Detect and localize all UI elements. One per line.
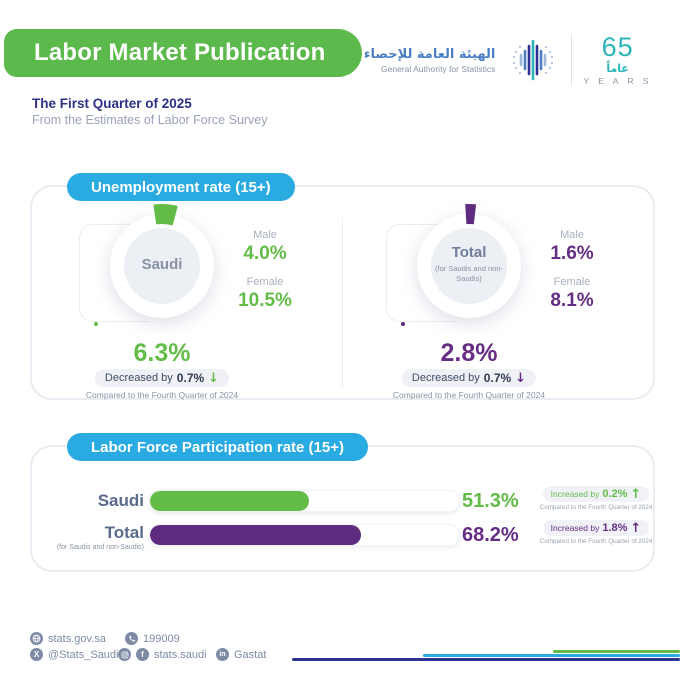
saudi-unemployment-rate: 6.3% xyxy=(133,339,191,367)
lfp-saudi-change-value: 0.2% xyxy=(602,488,628,500)
footer-website[interactable]: stats.gov.sa xyxy=(30,632,106,645)
footer-twitter-text: @Stats_Saudi xyxy=(48,648,119,661)
saudi-male-label: Male xyxy=(253,229,277,241)
decor-line-green xyxy=(553,650,680,653)
up-arrow-icon: ↑ xyxy=(630,520,642,536)
saudi-compare-note: Compared to the Fourth Quarter of 2024 xyxy=(85,390,239,400)
gastat-logo: الهيئة العامة للإحصاء General Authority … xyxy=(364,26,652,94)
lfp-total-bar-track xyxy=(149,524,460,546)
footer-social[interactable]: f stats.saudi xyxy=(118,648,207,661)
total-donut-subname: (for Saudis and non-Saudis) xyxy=(435,264,503,283)
decor-line-navy xyxy=(292,658,680,661)
saudi-donut-bracket xyxy=(79,224,149,322)
saudi-change-value: 0.7% xyxy=(176,371,205,385)
logo-divider xyxy=(571,35,573,85)
lfp-total-change-prefix: Increased by xyxy=(550,523,600,533)
report-source: From the Estimates of Labor Force Survey xyxy=(32,113,268,127)
lfp-total-bar-fill xyxy=(150,525,361,545)
decor-line-cyan xyxy=(423,654,680,657)
years-number: 65 xyxy=(601,32,634,63)
page-title: Labor Market Publication xyxy=(34,39,326,66)
footer-twitter[interactable]: X @Stats_Saudi xyxy=(30,648,119,661)
footer-phone-text: 199009 xyxy=(143,632,180,645)
total-change-pill: Decreased by 0.7% ↓ xyxy=(401,369,537,387)
card-divider xyxy=(342,217,343,387)
gastat-logo-icon xyxy=(513,39,554,81)
total-male-label: Male xyxy=(560,229,584,241)
total-unemployment-rate: 2.8% xyxy=(440,339,498,367)
total-donut-name: Total xyxy=(451,244,487,262)
lfp-total-change-value: 1.8% xyxy=(602,522,628,534)
total-unemployment-donut xyxy=(417,203,521,318)
phone-icon xyxy=(125,632,138,645)
saudi-change-prefix: Decreased by xyxy=(104,372,173,384)
saudi-donut-label: Saudi xyxy=(92,194,232,334)
footer-website-text: stats.gov.sa xyxy=(48,632,106,645)
unemployment-card: Unemployment rate (15+) Saudi Male 4.0% … xyxy=(30,173,655,400)
total-female-value: 8.1% xyxy=(550,290,594,311)
total-female-label: Female xyxy=(553,276,591,288)
instagram-icon xyxy=(118,648,131,661)
gastat-arabic-name: الهيئة العامة للإحصاء xyxy=(363,46,496,62)
saudi-donut-wedge xyxy=(153,203,178,226)
report-period: The First Quarter of 2025 xyxy=(32,96,192,111)
footer-social-text: stats.saudi xyxy=(154,648,207,661)
saudi-female-value: 10.5% xyxy=(238,290,292,311)
saudi-unemployment-donut xyxy=(110,203,214,318)
facebook-icon: f xyxy=(136,648,149,661)
participation-card-title: Labor Force Participation rate (15+) xyxy=(67,433,368,461)
total-compare-note: Compared to the Fourth Quarter of 2024 xyxy=(392,390,546,400)
total-marker-dot xyxy=(401,322,405,326)
footer-linkedin-text: Gastat xyxy=(234,648,267,661)
down-arrow-icon: ↓ xyxy=(515,370,527,386)
total-change-value: 0.7% xyxy=(483,371,512,385)
saudi-change-pill: Decreased by 0.7% ↓ xyxy=(94,369,230,387)
lfp-saudi-change: Increased by 0.2% ↑ Compared to the Four… xyxy=(537,484,655,511)
lfp-total-label: Total (for Saudis and non-Saudis) xyxy=(32,523,144,551)
lfp-saudi-label: Saudi xyxy=(32,491,144,511)
participation-card: Labor Force Participation rate (15+) Sau… xyxy=(30,433,655,572)
saudi-male-value: 4.0% xyxy=(243,243,287,264)
total-donut-bracket xyxy=(386,224,456,322)
linkedin-icon: in xyxy=(216,648,229,661)
gastat-english-name: General Authority for Statistics xyxy=(381,63,496,74)
lfp-saudi-label-text: Saudi xyxy=(97,491,144,510)
lfp-saudi-change-pill: Increased by 0.2% ↑ xyxy=(542,486,650,502)
lfp-total-change: Increased by 1.8% ↑ Compared to the Four… xyxy=(537,518,655,545)
lfp-saudi-value: 51.3% xyxy=(462,490,519,512)
globe-icon xyxy=(30,632,43,645)
x-twitter-icon: X xyxy=(30,648,43,661)
saudi-female-label: Female xyxy=(246,276,284,288)
lfp-total-compare-note: Compared to the Fourth Quarter of 2024 xyxy=(539,538,653,545)
page-title-banner: Labor Market Publication xyxy=(4,29,362,77)
lfp-saudi-bar-track xyxy=(149,490,460,512)
gastat-logo-text: الهيئة العامة للإحصاء General Authority … xyxy=(364,47,495,74)
lfp-saudi-compare-note: Compared to the Fourth Quarter of 2024 xyxy=(539,504,653,511)
up-arrow-icon: ↑ xyxy=(630,486,642,502)
total-male-value: 1.6% xyxy=(550,243,594,264)
lfp-total-value: 68.2% xyxy=(462,524,519,546)
years-arabic: عاماً xyxy=(606,62,629,76)
saudi-male-female-stats: Male 4.0% Female 10.5% xyxy=(225,229,305,323)
total-donut-wedge xyxy=(465,203,477,225)
total-change-prefix: Decreased by xyxy=(411,372,480,384)
years-label: Y E A R S xyxy=(583,76,652,87)
years-65-badge: 65 عاماً Y E A R S xyxy=(583,34,652,86)
saudi-donut-name: Saudi xyxy=(141,255,183,273)
total-donut-label: Total (for Saudis and non-Saudis) xyxy=(399,194,539,334)
down-arrow-icon: ↓ xyxy=(208,370,220,386)
lfp-saudi-change-prefix: Increased by xyxy=(550,489,600,499)
saudi-marker-dot xyxy=(94,322,98,326)
lfp-saudi-bar-fill xyxy=(150,491,309,511)
lfp-total-label-text: Total xyxy=(104,523,144,542)
footer-linkedin[interactable]: in Gastat xyxy=(216,648,266,661)
lfp-total-sublabel: (for Saudis and non-Saudis) xyxy=(56,544,144,551)
footer-phone[interactable]: 199009 xyxy=(125,632,180,645)
unemployment-card-title: Unemployment rate (15+) xyxy=(67,173,295,201)
total-male-female-stats: Male 1.6% Female 8.1% xyxy=(532,229,612,323)
lfp-total-change-pill: Increased by 1.8% ↑ xyxy=(542,520,650,536)
